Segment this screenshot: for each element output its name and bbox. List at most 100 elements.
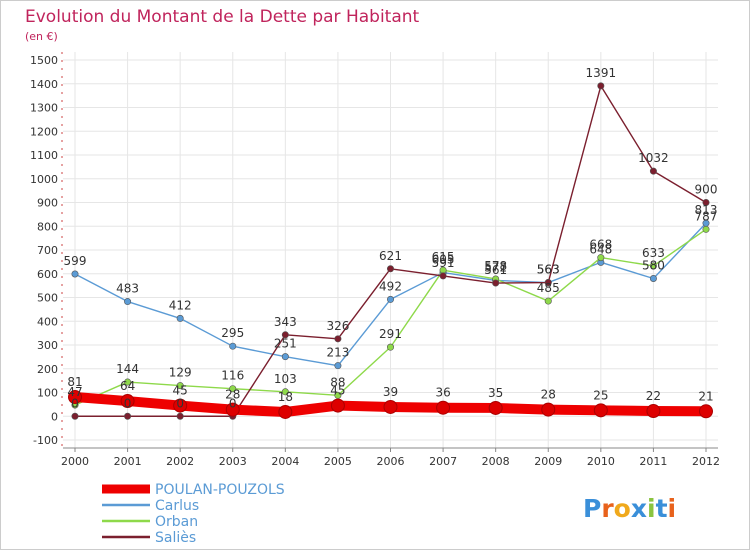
x-tick-label: 2006 — [377, 455, 405, 468]
y-tick-label: 900 — [37, 197, 58, 210]
y-tick-label: 200 — [37, 363, 58, 376]
data-point — [124, 412, 132, 420]
data-label: 621 — [379, 249, 402, 263]
data-label: 22 — [646, 389, 661, 403]
data-point — [702, 199, 710, 207]
data-label: 599 — [64, 254, 87, 268]
data-label: 578 — [484, 259, 507, 273]
data-point — [229, 385, 237, 393]
data-label: 35 — [488, 386, 503, 400]
data-label: 291 — [379, 327, 402, 341]
y-tick-label: -100 — [33, 434, 58, 447]
data-label: 39 — [383, 385, 398, 399]
data-label: 47 — [67, 385, 82, 399]
data-label: 343 — [274, 315, 297, 329]
data-point — [281, 331, 289, 339]
legend-label-Orban: Orban — [155, 514, 198, 530]
y-tick-label: 1400 — [30, 78, 58, 91]
data-point — [120, 394, 135, 409]
data-point — [386, 343, 394, 351]
y-tick-label: 400 — [37, 315, 58, 328]
data-label: 21 — [698, 389, 713, 403]
data-label: 213 — [326, 346, 349, 360]
data-label: 813 — [695, 203, 718, 217]
y-tick-label: 1100 — [30, 149, 58, 162]
legend-label-Carlus: Carlus — [155, 498, 199, 514]
x-tick-label: 2009 — [534, 455, 562, 468]
data-label: 483 — [116, 282, 139, 296]
data-label: 615 — [432, 250, 455, 264]
x-tick-label: 2010 — [587, 455, 615, 468]
data-point — [225, 402, 240, 417]
data-point — [649, 262, 657, 270]
data-label: 116 — [221, 369, 244, 383]
data-point — [544, 279, 552, 287]
data-point — [593, 403, 608, 418]
y-tick-label: 1200 — [30, 125, 58, 138]
data-point — [436, 400, 451, 415]
x-tick-label: 2002 — [166, 455, 194, 468]
data-label: 668 — [589, 238, 612, 252]
data-point — [176, 412, 184, 420]
y-tick-label: 700 — [37, 244, 58, 257]
data-point — [281, 353, 289, 361]
data-label: 580 — [642, 259, 665, 273]
data-label: 900 — [695, 183, 718, 197]
data-label: 129 — [169, 366, 192, 380]
data-label: 633 — [642, 246, 665, 260]
data-point — [278, 404, 293, 419]
data-point — [68, 390, 82, 405]
data-label: 64 — [120, 379, 135, 393]
data-label: 412 — [169, 298, 192, 312]
data-label: 1032 — [638, 151, 669, 165]
data-point — [699, 404, 713, 419]
data-point — [176, 382, 184, 390]
data-point — [124, 298, 132, 306]
x-tick-label: 2011 — [639, 455, 667, 468]
data-label: 144 — [116, 362, 139, 376]
data-point — [649, 274, 657, 282]
legend-label-POULAN-POUZOLS: POULAN-POUZOLS — [155, 482, 285, 498]
data-point — [649, 167, 657, 175]
data-label: 326 — [326, 319, 349, 333]
chart-subtitle: (en €) — [25, 30, 58, 43]
data-point — [541, 402, 556, 417]
data-point — [330, 398, 345, 413]
data-label: 492 — [379, 279, 402, 293]
data-point — [71, 412, 79, 420]
data-point — [229, 342, 237, 350]
x-tick-label: 2005 — [324, 455, 352, 468]
data-label: 0 — [229, 396, 237, 410]
data-label: 45 — [173, 384, 188, 398]
x-tick-label: 2000 — [61, 455, 89, 468]
y-tick-label: 1300 — [30, 102, 58, 115]
data-label: 28 — [225, 388, 240, 402]
data-label: 45 — [330, 384, 345, 398]
data-label: 88 — [330, 375, 345, 389]
data-label: 18 — [278, 390, 293, 404]
data-label: 1391 — [586, 66, 617, 80]
data-point — [334, 335, 342, 343]
x-tick-label: 2007 — [429, 455, 457, 468]
chart-title: Evolution du Montant de la Dette par Hab… — [25, 7, 420, 27]
data-label: 28 — [541, 388, 556, 402]
svg-text:Proxiti: Proxiti — [583, 494, 676, 523]
x-tick-label: 2008 — [482, 455, 510, 468]
data-label: 563 — [537, 263, 560, 277]
data-point — [176, 314, 184, 322]
data-point — [492, 279, 500, 287]
data-label: 295 — [221, 326, 244, 340]
data-point — [386, 295, 394, 303]
data-label: 572 — [484, 260, 507, 274]
data-label: 103 — [274, 372, 297, 386]
data-label: 561 — [484, 263, 507, 277]
data-point — [439, 272, 447, 280]
y-tick-label: 800 — [37, 220, 58, 233]
data-point — [124, 378, 132, 386]
data-point — [383, 399, 398, 414]
x-tick-label: 2003 — [219, 455, 247, 468]
data-label: 787 — [695, 209, 718, 223]
data-point — [544, 297, 552, 305]
y-tick-label: 100 — [37, 387, 58, 400]
